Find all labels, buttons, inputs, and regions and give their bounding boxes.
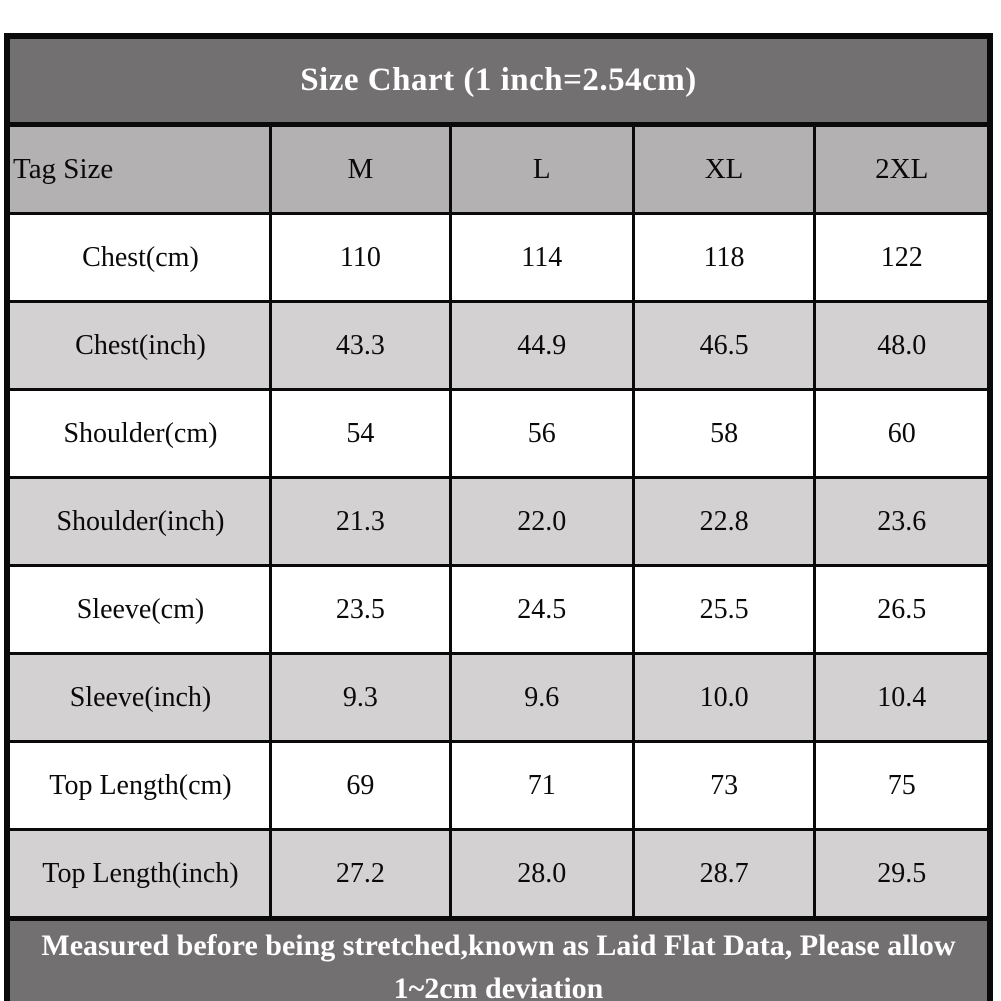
table-row-chest-inch: Chest(inch) 43.3 44.9 46.5 48.0	[5, 300, 992, 391]
cell-value: 28.0	[448, 828, 635, 920]
row-label: Top Length(cm)	[5, 740, 272, 831]
cell-value: 122	[813, 212, 992, 303]
column-header-xl: XL	[631, 123, 817, 215]
chart-title: Size Chart (1 inch=2.54cm)	[5, 34, 992, 127]
table-row-shoulder-inch: Shoulder(inch) 21.3 22.0 22.8 23.6	[5, 476, 992, 567]
row-label: Sleeve(cm)	[5, 564, 272, 655]
cell-value: 9.3	[268, 652, 452, 743]
table-row-top-length-cm: Top Length(cm) 69 71 73 75	[5, 740, 992, 831]
row-label: Chest(cm)	[5, 212, 272, 303]
cell-value: 9.6	[448, 652, 635, 743]
row-label: Shoulder(inch)	[5, 476, 272, 567]
cell-value: 110	[268, 212, 452, 303]
cell-value: 44.9	[448, 300, 635, 391]
title-row: Size Chart (1 inch=2.54cm)	[5, 34, 992, 127]
table-row-sleeve-cm: Sleeve(cm) 23.5 24.5 25.5 26.5	[5, 564, 992, 655]
cell-value: 27.2	[268, 828, 452, 920]
cell-value: 71	[448, 740, 635, 831]
row-label: Top Length(inch)	[5, 828, 272, 920]
cell-value: 56	[448, 388, 635, 479]
cell-value: 54	[268, 388, 452, 479]
table-row-top-length-inch: Top Length(inch) 27.2 28.0 28.7 29.5	[5, 828, 992, 920]
measurement-footnote: Measured before being stretched,known as…	[5, 916, 992, 1001]
column-header-row: Tag Size M L XL 2XL	[5, 123, 992, 215]
cell-value: 21.3	[268, 476, 452, 567]
row-label: Shoulder(cm)	[5, 388, 272, 479]
column-header-2xl: 2XL	[813, 123, 992, 215]
cell-value: 23.5	[268, 564, 452, 655]
cell-value: 58	[631, 388, 817, 479]
table-row-sleeve-inch: Sleeve(inch) 9.3 9.6 10.0 10.4	[5, 652, 992, 743]
cell-value: 25.5	[631, 564, 817, 655]
row-label: Sleeve(inch)	[5, 652, 272, 743]
cell-value: 43.3	[268, 300, 452, 391]
column-header-tag-size: Tag Size	[5, 123, 272, 215]
table-row-chest-cm: Chest(cm) 110 114 118 122	[5, 212, 992, 303]
cell-value: 48.0	[813, 300, 992, 391]
cell-value: 69	[268, 740, 452, 831]
cell-value: 22.8	[631, 476, 817, 567]
cell-value: 46.5	[631, 300, 817, 391]
column-header-m: M	[268, 123, 452, 215]
cell-value: 10.0	[631, 652, 817, 743]
size-chart-table: Size Chart (1 inch=2.54cm) Tag Size M L …	[4, 33, 993, 1001]
cell-value: 23.6	[813, 476, 992, 567]
cell-value: 24.5	[448, 564, 635, 655]
cell-value: 28.7	[631, 828, 817, 920]
cell-value: 60	[813, 388, 992, 479]
cell-value: 118	[631, 212, 817, 303]
cell-value: 75	[813, 740, 992, 831]
cell-value: 73	[631, 740, 817, 831]
cell-value: 22.0	[448, 476, 635, 567]
column-header-l: L	[448, 123, 635, 215]
table-row-shoulder-cm: Shoulder(cm) 54 56 58 60	[5, 388, 992, 479]
cell-value: 114	[448, 212, 635, 303]
cell-value: 10.4	[813, 652, 992, 743]
cell-value: 26.5	[813, 564, 992, 655]
row-label: Chest(inch)	[5, 300, 272, 391]
footnote-row: Measured before being stretched,known as…	[5, 916, 992, 1001]
cell-value: 29.5	[813, 828, 992, 920]
